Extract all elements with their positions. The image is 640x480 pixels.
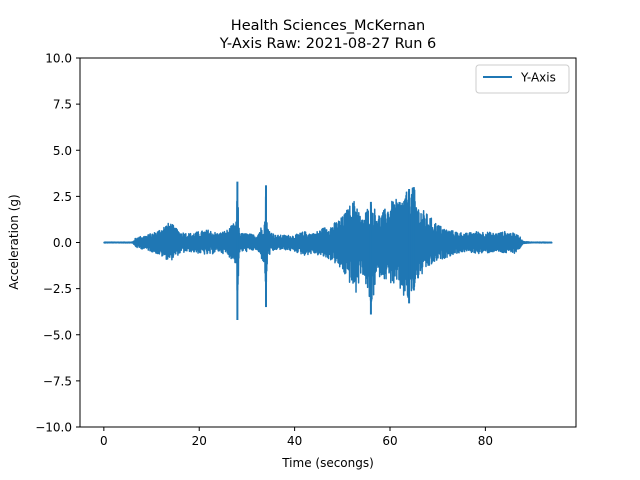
y-tick-label: −10.0	[35, 421, 72, 435]
x-axis-ticks: 0 20 40 60 80	[100, 427, 493, 448]
y-axis-label: Acceleration (g)	[7, 194, 21, 289]
waveform-layer	[103, 181, 553, 320]
x-axis-label: Time (secongs)	[281, 456, 374, 470]
x-tick-label: 0	[100, 434, 108, 448]
y-tick-label: −2.5	[43, 282, 72, 296]
chart-title: Health Sciences_McKernan	[231, 18, 425, 34]
y-axis-ticks: −10.0 −7.5 −5.0 −2.5 0.0 2.5 5.0 7.5 10.0	[35, 52, 80, 435]
legend-series-label: Y-Axis	[520, 71, 556, 85]
y-tick-label: −5.0	[43, 328, 72, 342]
y-tick-label: 0.0	[53, 236, 72, 250]
y-tick-label: 10.0	[45, 52, 72, 66]
x-tick-label: 80	[478, 434, 493, 448]
x-tick-label: 20	[192, 434, 207, 448]
y-tick-label: −7.5	[43, 374, 72, 388]
x-tick-label: 60	[382, 434, 397, 448]
chart-subtitle: Y-Axis Raw: 2021-08-27 Run 6	[219, 36, 436, 52]
x-tick-label: 40	[287, 434, 302, 448]
legend-box	[475, 64, 570, 94]
y-tick-label: 5.0	[53, 144, 72, 158]
legend: Y-Axis	[475, 64, 570, 94]
y-tick-label: 2.5	[53, 190, 72, 204]
y-tick-label: 7.5	[53, 98, 72, 112]
series-line-y-axis	[103, 187, 553, 302]
